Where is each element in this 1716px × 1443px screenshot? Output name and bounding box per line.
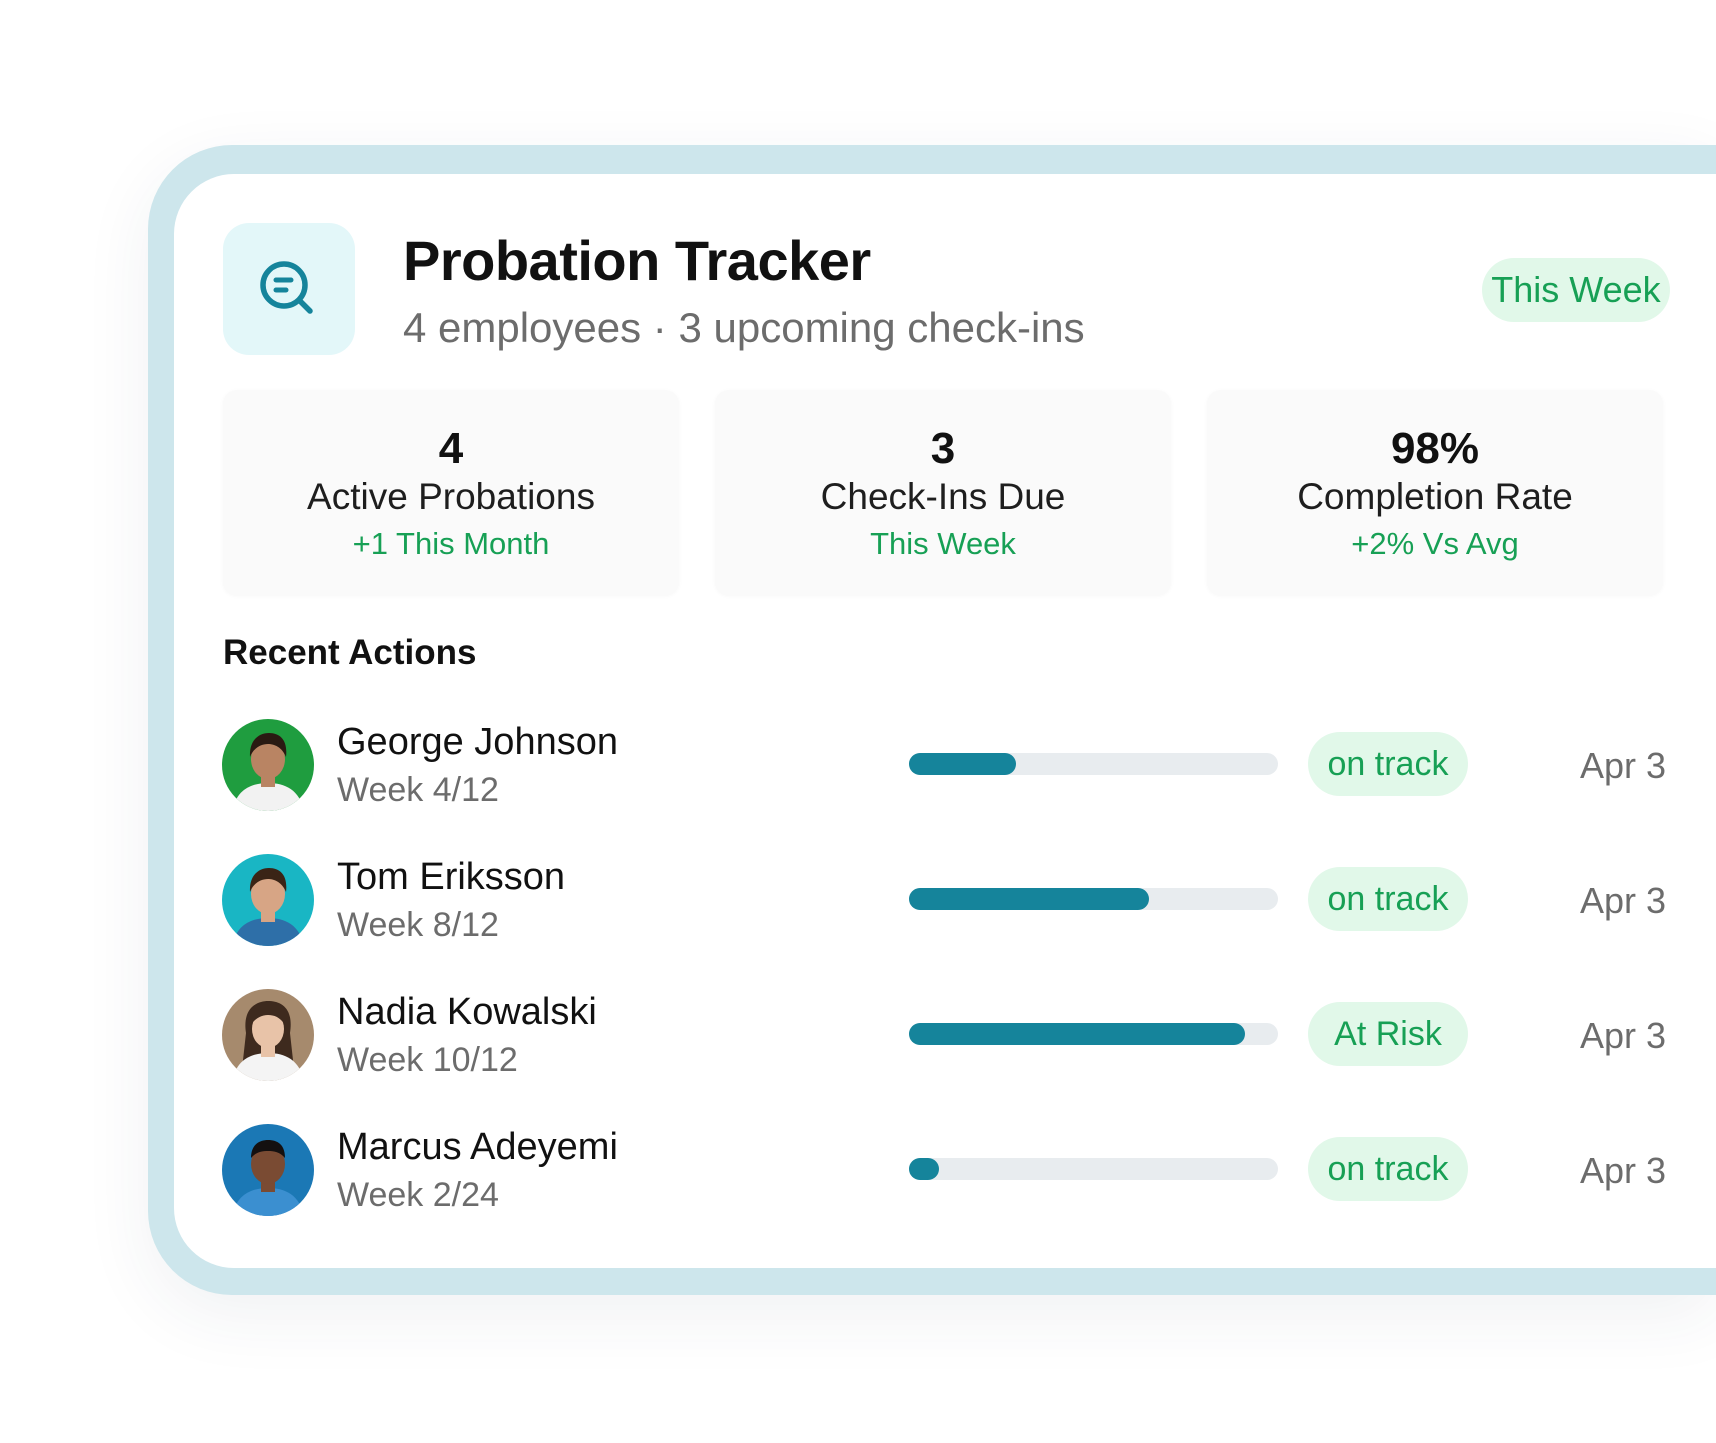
avatar <box>222 989 314 1081</box>
progress-fill <box>909 1158 939 1180</box>
progress-bar <box>909 1158 1278 1180</box>
stat-card-completion-rate: 98% Completion Rate +2% Vs Avg <box>1207 390 1663 595</box>
stat-delta: +1 This Month <box>352 526 550 561</box>
progress-fill <box>909 1023 1245 1045</box>
employee-name: Marcus Adeyemi <box>337 1126 618 1168</box>
avatar <box>222 719 314 811</box>
check-in-date: Apr 3 <box>1579 1150 1666 1191</box>
employee-name: George Johnson <box>337 721 618 763</box>
stat-label: Check-Ins Due <box>820 476 1066 517</box>
status-badge: on track <box>1308 1137 1468 1201</box>
avatar <box>222 1124 314 1216</box>
employee-week: Week 10/12 <box>337 1041 518 1079</box>
check-in-date: Apr 3 <box>1579 745 1666 786</box>
recent-actions-title: Recent Actions <box>223 633 477 672</box>
employee-name: Nadia Kowalski <box>337 991 597 1033</box>
check-in-date: Apr 3 <box>1579 1015 1666 1056</box>
employee-row[interactable]: Marcus Adeyemi Week 2/24 on track Apr 3 <box>0 1124 1716 1224</box>
progress-fill <box>909 888 1149 910</box>
stat-delta: This Week <box>870 526 1016 561</box>
status-badge: on track <box>1308 867 1468 931</box>
page-subtitle: 4 employees · 3 upcoming check-ins <box>403 304 1085 351</box>
stat-value: 3 <box>930 424 956 473</box>
stat-label: Active Probations <box>307 476 595 517</box>
employee-week: Week 8/12 <box>337 906 499 944</box>
stat-card-active-probations: 4 Active Probations +1 This Month <box>223 390 679 595</box>
progress-fill <box>909 753 1016 775</box>
status-badge: At Risk <box>1308 1002 1468 1066</box>
probation-tracker-card <box>174 174 1716 1268</box>
progress-bar <box>909 753 1278 775</box>
stat-label: Completion Rate <box>1297 476 1573 517</box>
employee-week: Week 4/12 <box>337 771 499 809</box>
employee-row[interactable]: Nadia Kowalski Week 10/12 At Risk Apr 3 <box>0 989 1716 1089</box>
tracker-icon-tile <box>223 223 355 355</box>
stat-delta: +2% Vs Avg <box>1351 526 1519 561</box>
employee-week: Week 2/24 <box>337 1176 499 1214</box>
stat-card-check-ins-due: 3 Check-Ins Due This Week <box>715 390 1171 595</box>
avatar <box>222 854 314 946</box>
period-filter-button[interactable]: This Week <box>1482 258 1670 322</box>
employee-row[interactable]: Tom Eriksson Week 8/12 on track Apr 3 <box>0 854 1716 954</box>
stat-value: 4 <box>438 424 464 473</box>
progress-bar <box>909 888 1278 910</box>
page-title: Probation Tracker <box>403 229 871 292</box>
search-message-icon <box>260 261 313 314</box>
status-badge: on track <box>1308 732 1468 796</box>
progress-bar <box>909 1023 1278 1045</box>
check-in-date: Apr 3 <box>1579 880 1666 921</box>
employee-row[interactable]: George Johnson Week 4/12 on track Apr 3 <box>0 719 1716 819</box>
employee-name: Tom Eriksson <box>337 856 566 898</box>
stat-value: 98% <box>1390 424 1480 473</box>
